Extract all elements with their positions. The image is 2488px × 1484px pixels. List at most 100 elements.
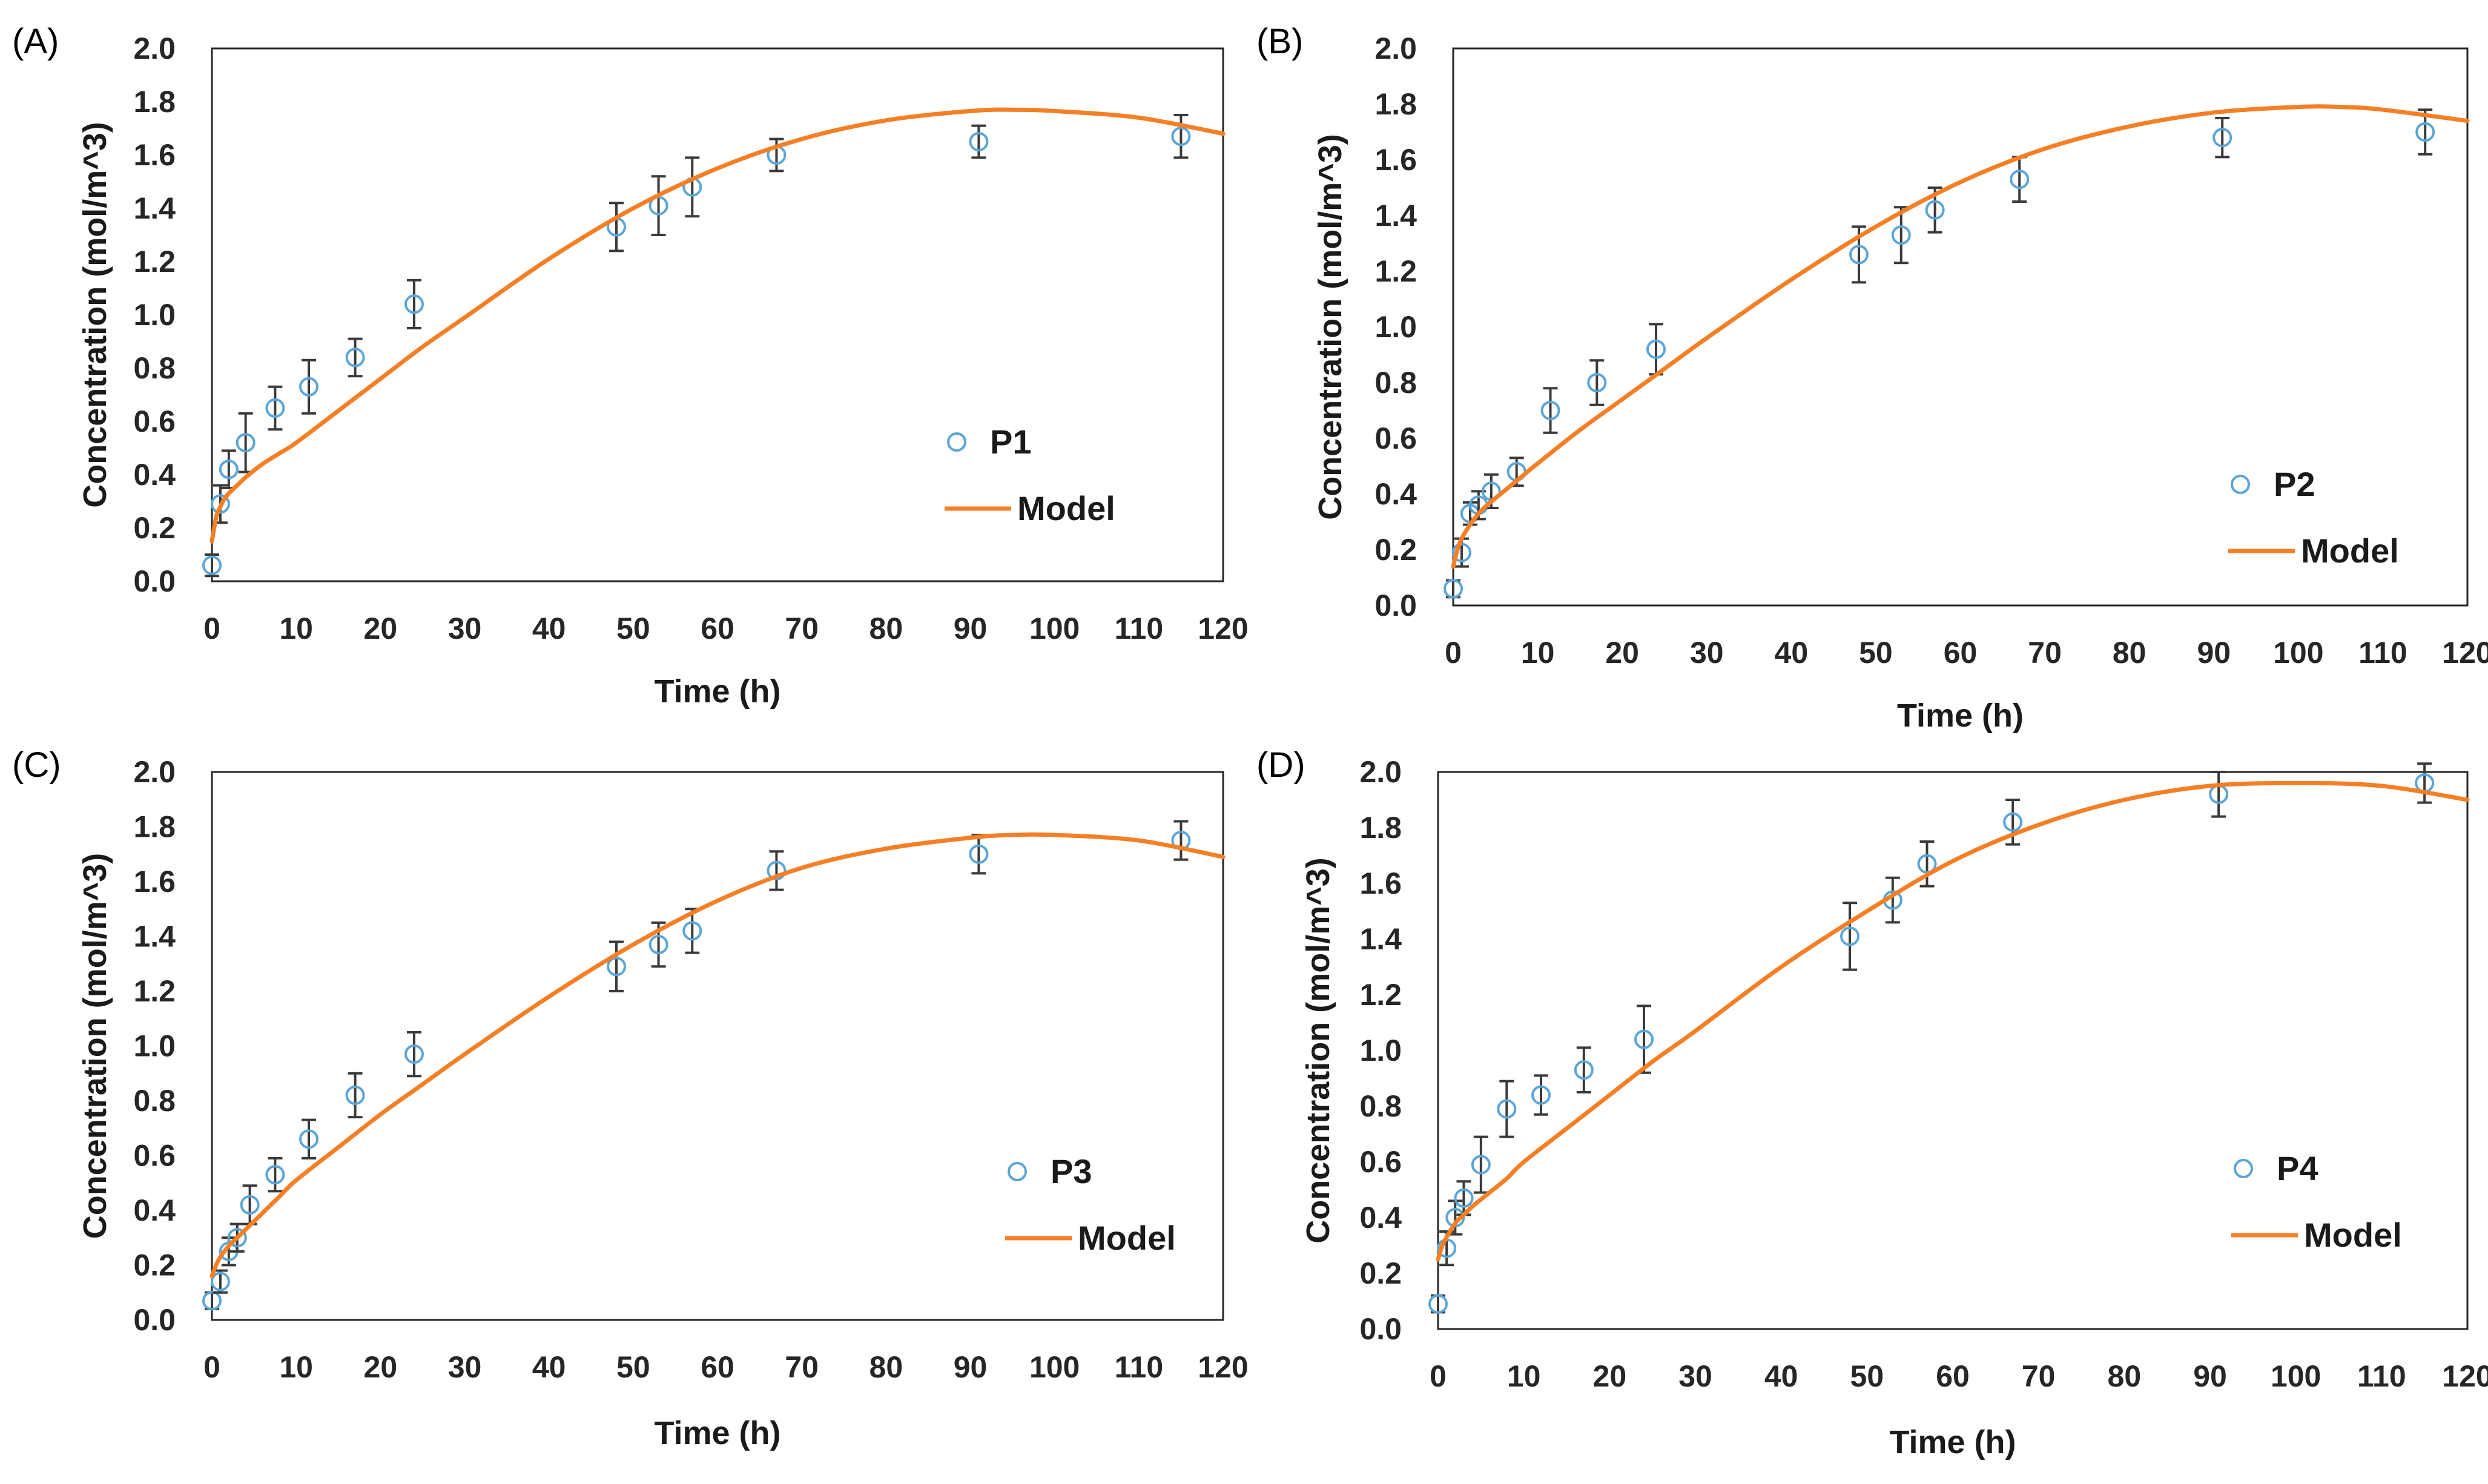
panel-label: (B)	[1256, 22, 1303, 61]
model-line	[1451, 104, 2470, 569]
plot-frame	[211, 47, 1224, 582]
y-tick-label: 0.8	[1359, 1089, 1402, 1123]
x-tick-label: 110	[1114, 1350, 1163, 1384]
legend-label: Model	[1078, 1219, 1176, 1257]
data-point	[345, 348, 365, 368]
data-point	[1444, 579, 1463, 599]
chart-panel-c: (C) 0.0 0.2 0.4 0.6 0.8 1.0 1.2 1.4 1.6 1.8 2.0 0 10 2…	[12, 745, 1249, 1451]
data-point	[648, 935, 668, 955]
data-point	[265, 398, 285, 418]
x-tick-label: 80	[2113, 636, 2146, 670]
legend-circle-swatch	[1008, 1162, 1027, 1181]
chart-panel-b: (B) 0.0 0.2 0.4 0.6 0.8 1.0 1.2 1.4 1.6 1.8 2.0 0 10 2…	[1256, 22, 2488, 734]
data-point	[227, 1228, 247, 1248]
legend-circle-swatch	[947, 432, 966, 452]
x-tick-label: 0	[203, 612, 220, 645]
x-tick-label: 120	[1198, 1350, 1248, 1384]
x-tick-label: 110	[1114, 612, 1163, 645]
data-point	[1454, 1188, 1474, 1208]
x-tick-label: 120	[2442, 636, 2488, 670]
data-point	[1531, 1085, 1551, 1105]
x-axis-title: Time (h)	[1889, 1424, 2016, 1460]
legend: P2 Model	[2228, 465, 2399, 570]
data-point	[1840, 926, 1859, 946]
y-tick-label: 0.2	[133, 1248, 176, 1282]
x-tick-label: 10	[279, 1350, 313, 1384]
x-tick-label: 60	[1936, 1359, 1970, 1393]
x-tick-label: 70	[785, 612, 819, 645]
y-tick-label: 1.4	[133, 920, 176, 954]
y-tick-label: 1.4	[133, 191, 176, 225]
data-point	[2010, 170, 2030, 190]
legend-label: Model	[2301, 532, 2399, 570]
y-tick-label: 1.2	[1374, 254, 1417, 288]
x-tick-label: 90	[2193, 1359, 2227, 1393]
x-tick-label: 30	[1678, 1359, 1712, 1393]
y-tick-label: 1.4	[1374, 199, 1417, 232]
data-point	[1471, 1155, 1491, 1175]
y-tick-label: 1.6	[133, 865, 176, 899]
data-point	[1540, 401, 1560, 420]
plot-frame	[211, 771, 1224, 1321]
y-tick-label: 1.2	[1359, 978, 1402, 1012]
y-tick-label: 1.0	[1374, 310, 1417, 344]
model-line	[210, 832, 1226, 1279]
legend-label: P3	[1051, 1152, 1092, 1190]
y-tick-label: 2.0	[1374, 31, 1417, 65]
data-point	[969, 844, 989, 864]
data-point	[210, 494, 230, 514]
y-tick-label: 0.8	[1374, 366, 1417, 400]
x-tick-label: 60	[701, 1350, 734, 1384]
y-tick-label: 0.6	[1359, 1145, 1402, 1179]
data-point	[2415, 122, 2435, 142]
x-tick-label: 90	[2197, 636, 2231, 670]
x-tick-label: 100	[2273, 636, 2323, 670]
chart-panel-d: (D) 0.0 0.2 0.4 0.6 0.8 1.0 1.2 1.4 1.6 1.8 2.0 0 10 2…	[1256, 745, 2488, 1460]
x-tick-label: 60	[1944, 636, 1978, 670]
y-tick-label: 2.0	[133, 755, 176, 789]
data-point	[345, 1085, 365, 1105]
chart-panel-a: (A) 0.0 0.2 0.4 0.6 0.8 1.0 1.2 1.4 1.6 1.8 2.0 0 10 2…	[12, 22, 1249, 710]
y-tick-label: 1.6	[1374, 143, 1417, 177]
x-tick-label: 30	[1690, 636, 1724, 670]
x-tick-label: 0	[1430, 1359, 1447, 1393]
data-point	[1574, 1060, 1594, 1080]
data-point	[1634, 1029, 1654, 1049]
y-tick-label: 0.0	[133, 1303, 176, 1337]
data-point	[1497, 1099, 1517, 1119]
data-point	[202, 555, 222, 575]
panel-label: (A)	[12, 22, 59, 61]
data-point	[1925, 200, 1945, 220]
data-point	[404, 294, 424, 314]
x-tick-label: 110	[2357, 1359, 2406, 1393]
y-tick-label: 1.2	[133, 245, 176, 279]
x-tick-label: 0	[1445, 636, 1462, 670]
legend-circle-swatch	[2231, 475, 2250, 494]
x-tick-label: 120	[1198, 612, 1248, 645]
x-tick-label: 20	[364, 612, 398, 645]
y-tick-label: 1.2	[133, 974, 176, 1008]
legend-label: Model	[2304, 1216, 2402, 1254]
panel-label: (C)	[12, 745, 61, 785]
x-tick-label: 40	[1764, 1359, 1798, 1393]
y-tick-label: 0.2	[133, 511, 176, 545]
y-tick-label: 1.0	[1359, 1034, 1402, 1067]
x-tick-label: 30	[448, 1350, 482, 1384]
legend-circle-swatch	[2234, 1159, 2253, 1178]
y-tick-label: 1.8	[133, 85, 176, 119]
y-axis-title: Concentration (mol/m^3)	[1300, 857, 1336, 1244]
y-tick-label: 0.6	[133, 1139, 176, 1173]
y-tick-label: 2.0	[1359, 755, 1402, 789]
x-tick-label: 70	[2022, 1359, 2056, 1393]
x-tick-label: 100	[1029, 1350, 1080, 1384]
legend: P4 Model	[2231, 1149, 2402, 1254]
panel-label: (D)	[1256, 745, 1305, 785]
y-tick-label: 0.6	[1374, 421, 1417, 455]
data-point	[1646, 339, 1666, 359]
x-tick-label: 110	[2358, 636, 2407, 670]
y-tick-label: 0.8	[133, 351, 176, 385]
y-tick-label: 0.4	[1359, 1201, 1402, 1235]
x-tick-label: 20	[364, 1350, 398, 1384]
legend-label: P2	[2274, 465, 2315, 503]
